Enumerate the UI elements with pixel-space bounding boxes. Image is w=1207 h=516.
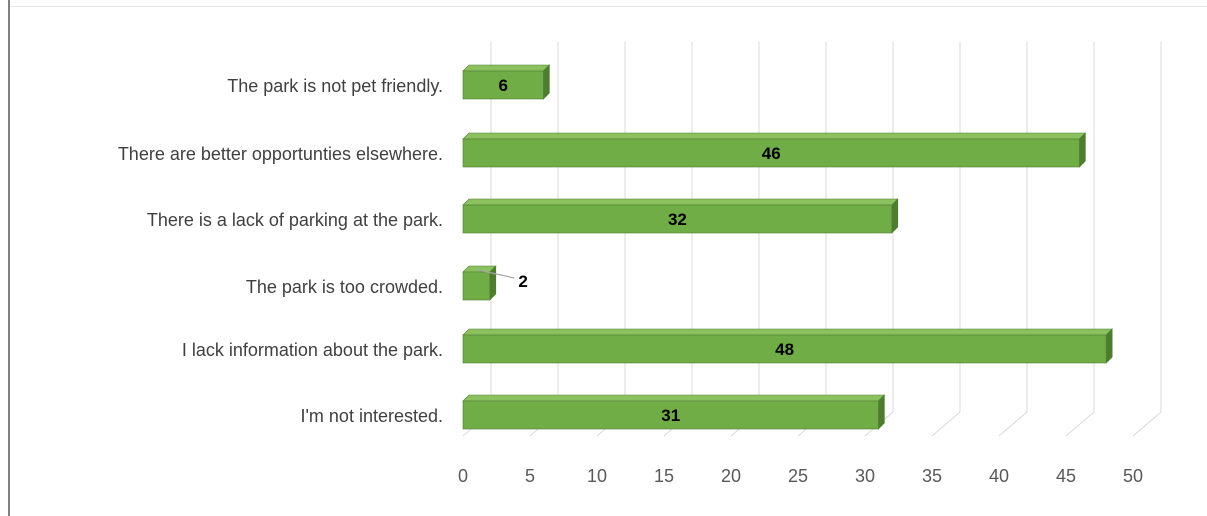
data-label: 2 [518, 272, 527, 291]
category-label: I'm not interested. [300, 406, 443, 426]
bar-top-face [462, 328, 1113, 336]
x-tick-label: 45 [1056, 466, 1076, 486]
category-label: The park is not pet friendly. [227, 76, 443, 96]
category-label: I lack information about the park. [182, 340, 443, 360]
bar-front-face [462, 400, 879, 430]
floor-gridline-50 [1132, 411, 1162, 437]
bar-side-face [891, 198, 899, 234]
bar-side-face [878, 394, 885, 430]
bar-front-face [462, 334, 1107, 364]
bar-front-face [462, 271, 491, 301]
bar-top-face [462, 394, 886, 402]
bar-top-face [462, 132, 1087, 140]
data-label: 6 [498, 76, 507, 95]
top-border [10, 6, 1207, 7]
data-label: 46 [762, 144, 781, 163]
floor-gridline-45 [1065, 411, 1095, 437]
x-tick-label: 0 [458, 466, 468, 486]
bar [462, 132, 1087, 168]
x-tick-label: 25 [788, 466, 808, 486]
bar-side-face [1079, 132, 1086, 168]
category-label: There is a lack of parking at the park. [147, 210, 443, 230]
x-tick-label: 10 [587, 466, 607, 486]
bar-side-face [1105, 328, 1113, 364]
bar-top-face [462, 198, 899, 206]
category-label: There are better opportunties elsewhere. [118, 144, 443, 164]
data-label: 32 [668, 210, 687, 229]
floor-gridline-40 [998, 411, 1028, 437]
data-label: 48 [775, 340, 794, 359]
x-tick-label: 50 [1123, 466, 1143, 486]
bar [462, 265, 497, 301]
bars [462, 64, 1113, 430]
bar-top-face [462, 64, 551, 72]
bar-front-face [462, 138, 1080, 168]
left-border [8, 0, 10, 516]
bar-side-face [489, 265, 497, 301]
gridlines [462, 42, 1162, 437]
category-label: The park is too crowded. [246, 277, 443, 297]
data-label: 31 [661, 406, 680, 425]
x-tick-label: 5 [525, 466, 535, 486]
x-tick-label: 30 [855, 466, 875, 486]
bar [462, 394, 886, 430]
x-tick-label: 15 [654, 466, 674, 486]
bar [462, 64, 551, 100]
x-tick-label: 35 [922, 466, 942, 486]
bar-side-face [543, 64, 550, 100]
x-tick-label: 40 [989, 466, 1009, 486]
category-labels: I'm not interested. I lack information ab… [118, 76, 443, 426]
leader-line [478, 269, 515, 279]
x-tick-label: 20 [721, 466, 741, 486]
bar-front-face [462, 70, 544, 100]
bar [462, 198, 899, 234]
data-labels: 31 48 2 32 46 6 [478, 76, 794, 425]
bar [462, 328, 1113, 364]
x-tick-labels: 0 5 10 15 20 25 30 35 40 45 50 [458, 466, 1143, 486]
floor-gridline-35 [931, 411, 961, 437]
bar-front-face [462, 204, 893, 234]
